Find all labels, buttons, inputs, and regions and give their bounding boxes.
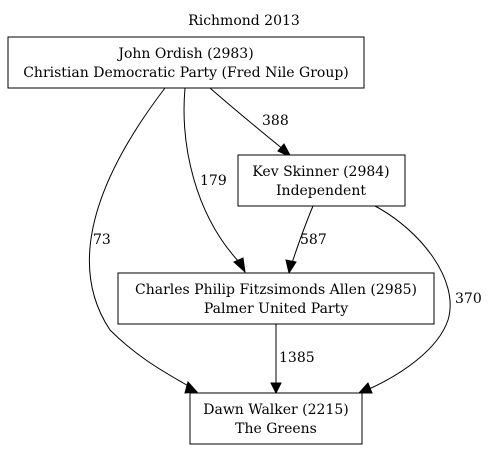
- node-allen-name: Charles Philip Fitzsimonds Allen (2985): [135, 282, 417, 298]
- edge-label-allen-walker: 1385: [279, 350, 315, 366]
- node-kev-skinner: Kev Skinner (2984) Independent: [237, 154, 406, 207]
- edge-allen-to-walker: 1385: [270, 324, 315, 395]
- edge-label-ordish-skinner: 388: [262, 113, 289, 129]
- diagram-title: Richmond 2013: [188, 13, 300, 29]
- node-ordish-party: Christian Democratic Party (Fred Nile Gr…: [23, 65, 349, 81]
- node-john-ordish: John Ordish (2983) Christian Democratic …: [7, 36, 365, 89]
- node-charles-allen: Charles Philip Fitzsimonds Allen (2985) …: [117, 272, 435, 325]
- node-walker-party: The Greens: [235, 421, 317, 437]
- edge-skinner-to-allen: 587: [285, 205, 327, 275]
- node-skinner-party: Independent: [276, 183, 366, 199]
- edge-ordish-to-walker: 73: [88, 87, 199, 394]
- edge-label-ordish-allen: 179: [200, 173, 227, 189]
- edge-label-ordish-walker: 73: [93, 232, 111, 248]
- node-ordish-name: John Ordish (2983): [116, 46, 253, 62]
- node-skinner-name: Kev Skinner (2984): [252, 164, 389, 180]
- edge-ordish-to-skinner: 388: [209, 87, 293, 159]
- edge-label-skinner-allen: 587: [300, 232, 327, 248]
- edge-skinner-to-walker: 370: [357, 205, 482, 394]
- node-dawn-walker: Dawn Walker (2215) The Greens: [189, 392, 363, 445]
- node-allen-party: Palmer United Party: [204, 301, 348, 317]
- edge-label-skinner-walker: 370: [455, 291, 482, 307]
- node-walker-name: Dawn Walker (2215): [203, 402, 348, 418]
- edge-ordish-to-allen: 179: [183, 87, 246, 274]
